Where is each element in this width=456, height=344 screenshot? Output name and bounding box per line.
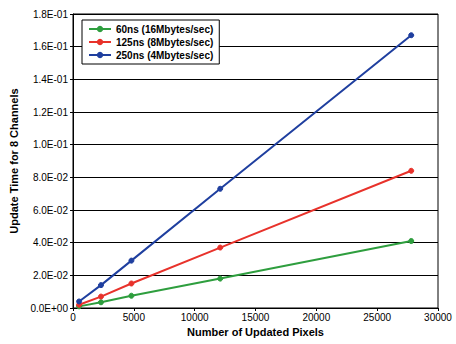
svg-text:4.0E-02: 4.0E-02 (33, 237, 68, 248)
svg-text:250ns (4Mbytes/sec): 250ns (4Mbytes/sec) (116, 50, 213, 61)
svg-text:1.0E-01: 1.0E-01 (33, 139, 68, 150)
svg-text:6.0E-02: 6.0E-02 (33, 205, 68, 216)
svg-text:Update Time for 8 Channels: Update Time for 8 Channels (8, 88, 20, 233)
svg-text:0.0E+00: 0.0E+00 (30, 303, 68, 314)
svg-text:1.2E-01: 1.2E-01 (33, 107, 68, 118)
svg-text:Number of Updated Pixels: Number of Updated Pixels (187, 326, 324, 338)
svg-text:5000: 5000 (123, 312, 146, 323)
svg-text:15000: 15000 (242, 312, 270, 323)
svg-text:1.4E-01: 1.4E-01 (33, 74, 68, 85)
svg-text:2.0E-02: 2.0E-02 (33, 270, 68, 281)
svg-text:125ns (8Mbytes/sec): 125ns (8Mbytes/sec) (116, 37, 213, 48)
svg-text:60ns (16Mbytes/sec): 60ns (16Mbytes/sec) (116, 24, 213, 35)
svg-text:30000: 30000 (424, 312, 452, 323)
svg-text:20000: 20000 (302, 312, 330, 323)
svg-text:8.0E-02: 8.0E-02 (33, 172, 68, 183)
svg-text:10000: 10000 (181, 312, 209, 323)
svg-text:25000: 25000 (363, 312, 391, 323)
svg-text:0: 0 (70, 312, 76, 323)
svg-text:1.6E-01: 1.6E-01 (33, 41, 68, 52)
svg-text:1.8E-01: 1.8E-01 (33, 9, 68, 20)
